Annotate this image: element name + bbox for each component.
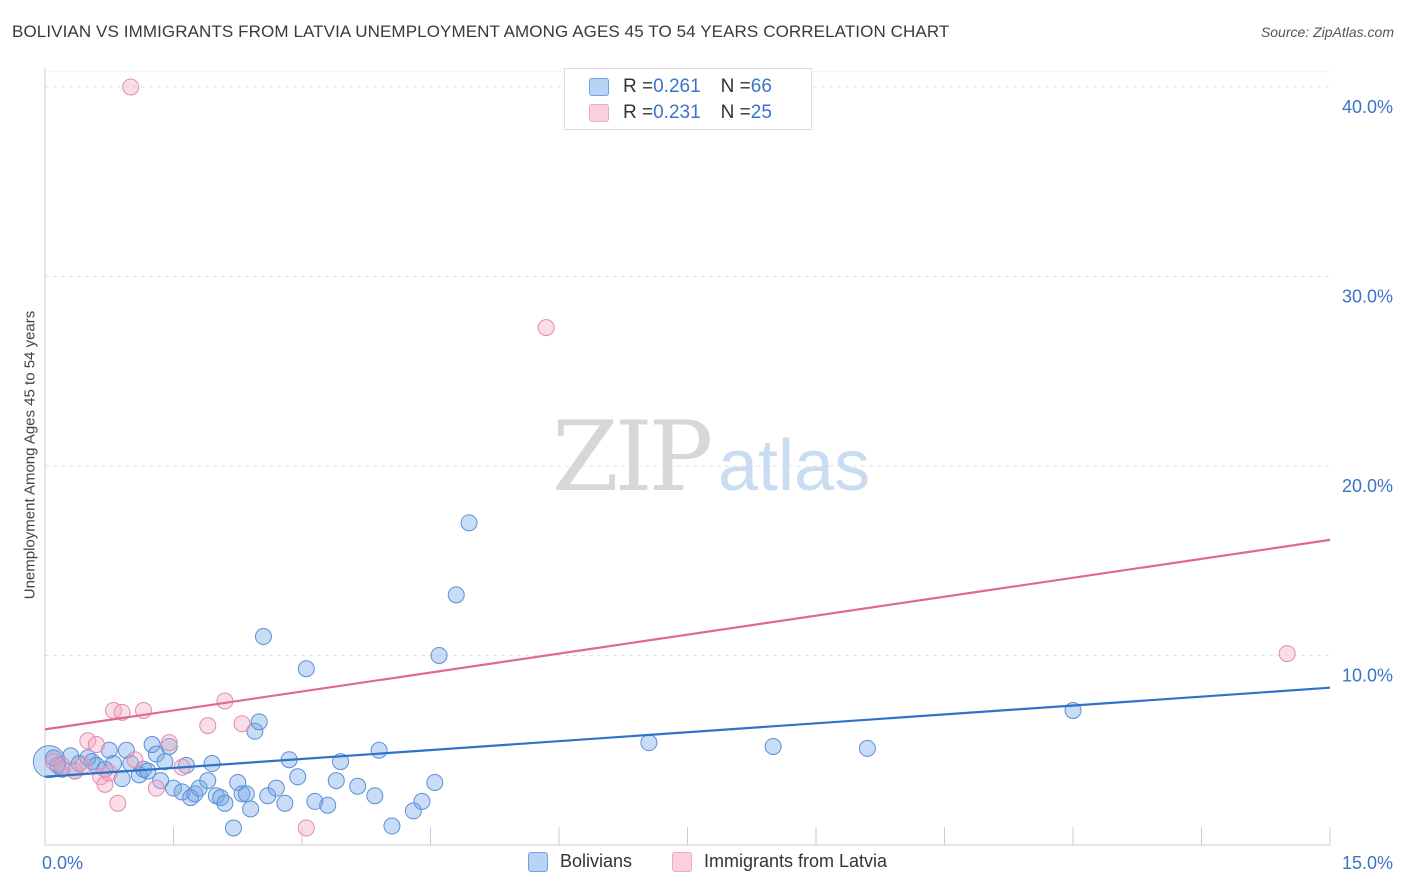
bolivians-point	[460, 514, 478, 532]
bolivians-point	[383, 817, 401, 835]
bolivians-point	[254, 628, 272, 646]
latvia-point	[233, 715, 251, 733]
bolivians-point	[327, 772, 345, 790]
bolivians-point	[366, 787, 384, 805]
latvia-point	[79, 732, 97, 750]
y-tick-label: 10.0%	[1342, 665, 1393, 685]
bolivians-point	[319, 796, 337, 814]
bolivians-point	[117, 741, 135, 759]
latvia-point	[53, 756, 71, 774]
bolivians-point	[250, 713, 268, 731]
bolivians-point	[233, 785, 251, 803]
bottom-legend-label-bolivians: Bolivians	[560, 851, 633, 871]
bottom-legend-swatch-bolivians	[528, 851, 548, 872]
bolivians-point	[764, 737, 782, 755]
legend-r-label: R =	[623, 76, 654, 97]
latvia-point	[126, 751, 144, 769]
bolivians-point	[100, 741, 118, 759]
x-tick-label-max: 15.0%	[1342, 853, 1393, 873]
latvia-point	[147, 779, 165, 797]
bolivians-point	[199, 772, 217, 790]
bolivians-point	[430, 646, 448, 664]
latvia-point	[199, 717, 217, 735]
legend-swatch-latvia	[589, 104, 609, 122]
x-tick-label-min: 0.0%	[42, 853, 83, 873]
legend-r-label: R =	[623, 102, 654, 123]
latvia-point	[122, 78, 140, 96]
bolivians-point	[404, 802, 422, 820]
source-label: Source: ZipAtlas.com	[1260, 24, 1394, 40]
bolivians-point	[224, 819, 242, 837]
bolivians-point	[426, 773, 444, 791]
bottom-legend-swatch-latvia	[672, 851, 692, 872]
bolivians-point	[349, 777, 367, 795]
latvia-point	[537, 319, 555, 337]
y-tick-label: 30.0%	[1342, 286, 1393, 306]
latvia-point	[297, 819, 315, 837]
bolivians-point	[143, 736, 161, 754]
series-bolivians	[32, 514, 1082, 837]
correlation-legend: R = 0.261 N = 66 R = 0.231 N = 25	[564, 68, 812, 130]
watermark-zip: ZIP	[552, 401, 711, 513]
bolivians-point	[165, 779, 182, 797]
bolivians-point	[246, 722, 264, 740]
legend-n-label: N =	[720, 76, 751, 97]
bolivians-point	[173, 783, 191, 801]
bolivians-point	[267, 779, 285, 797]
latvia-point	[109, 794, 127, 812]
latvia-point	[75, 756, 93, 774]
latvia-point	[1278, 645, 1296, 663]
bolivians-point	[297, 660, 315, 678]
bolivians-point	[370, 741, 388, 759]
legend-swatch-bolivians	[589, 78, 609, 96]
bolivians-point	[276, 794, 294, 812]
bolivians-point	[289, 768, 307, 786]
latvia-point	[160, 734, 178, 752]
chart-title: BOLIVIAN VS IMMIGRANTS FROM LATVIA UNEMP…	[12, 22, 950, 41]
latvia-point	[87, 736, 105, 754]
bolivians-point	[237, 785, 255, 803]
bolivians-point	[640, 734, 658, 752]
bolivians-point	[447, 586, 465, 604]
bolivians-point	[242, 800, 260, 818]
legend-n-value: 25	[750, 102, 772, 123]
legend-r-value: 0.231	[653, 102, 701, 123]
bolivians-point	[413, 792, 431, 810]
bolivians-point	[306, 792, 324, 810]
bolivians-point	[203, 755, 221, 773]
bolivians-point	[229, 773, 247, 791]
bottom-legend-label-latvia: Immigrants from Latvia	[704, 851, 888, 871]
y-tick-label: 40.0%	[1342, 97, 1393, 117]
watermark-atlas: atlas	[718, 426, 870, 506]
legend-row-bolivians: R = 0.261 N = 66	[589, 75, 772, 99]
bolivians-point	[858, 739, 876, 757]
legend-n-label: N =	[720, 102, 751, 123]
legend-r-value: 0.261	[653, 76, 701, 97]
legend-n-value: 66	[750, 76, 772, 97]
bolivians-point	[216, 794, 234, 812]
legend-row-latvia: R = 0.231 N = 25	[589, 101, 772, 125]
bottom-legend-latvia: Immigrants from Latvia	[672, 851, 887, 872]
latvia-point	[96, 775, 114, 793]
y-tick-label: 20.0%	[1342, 476, 1393, 496]
bottom-legend-bolivians: Bolivians	[528, 851, 632, 872]
bolivians-point	[160, 737, 178, 755]
trend-line-bolivians	[44, 686, 1331, 778]
trend-line-latvia	[44, 538, 1331, 731]
latvia-point	[45, 753, 63, 771]
